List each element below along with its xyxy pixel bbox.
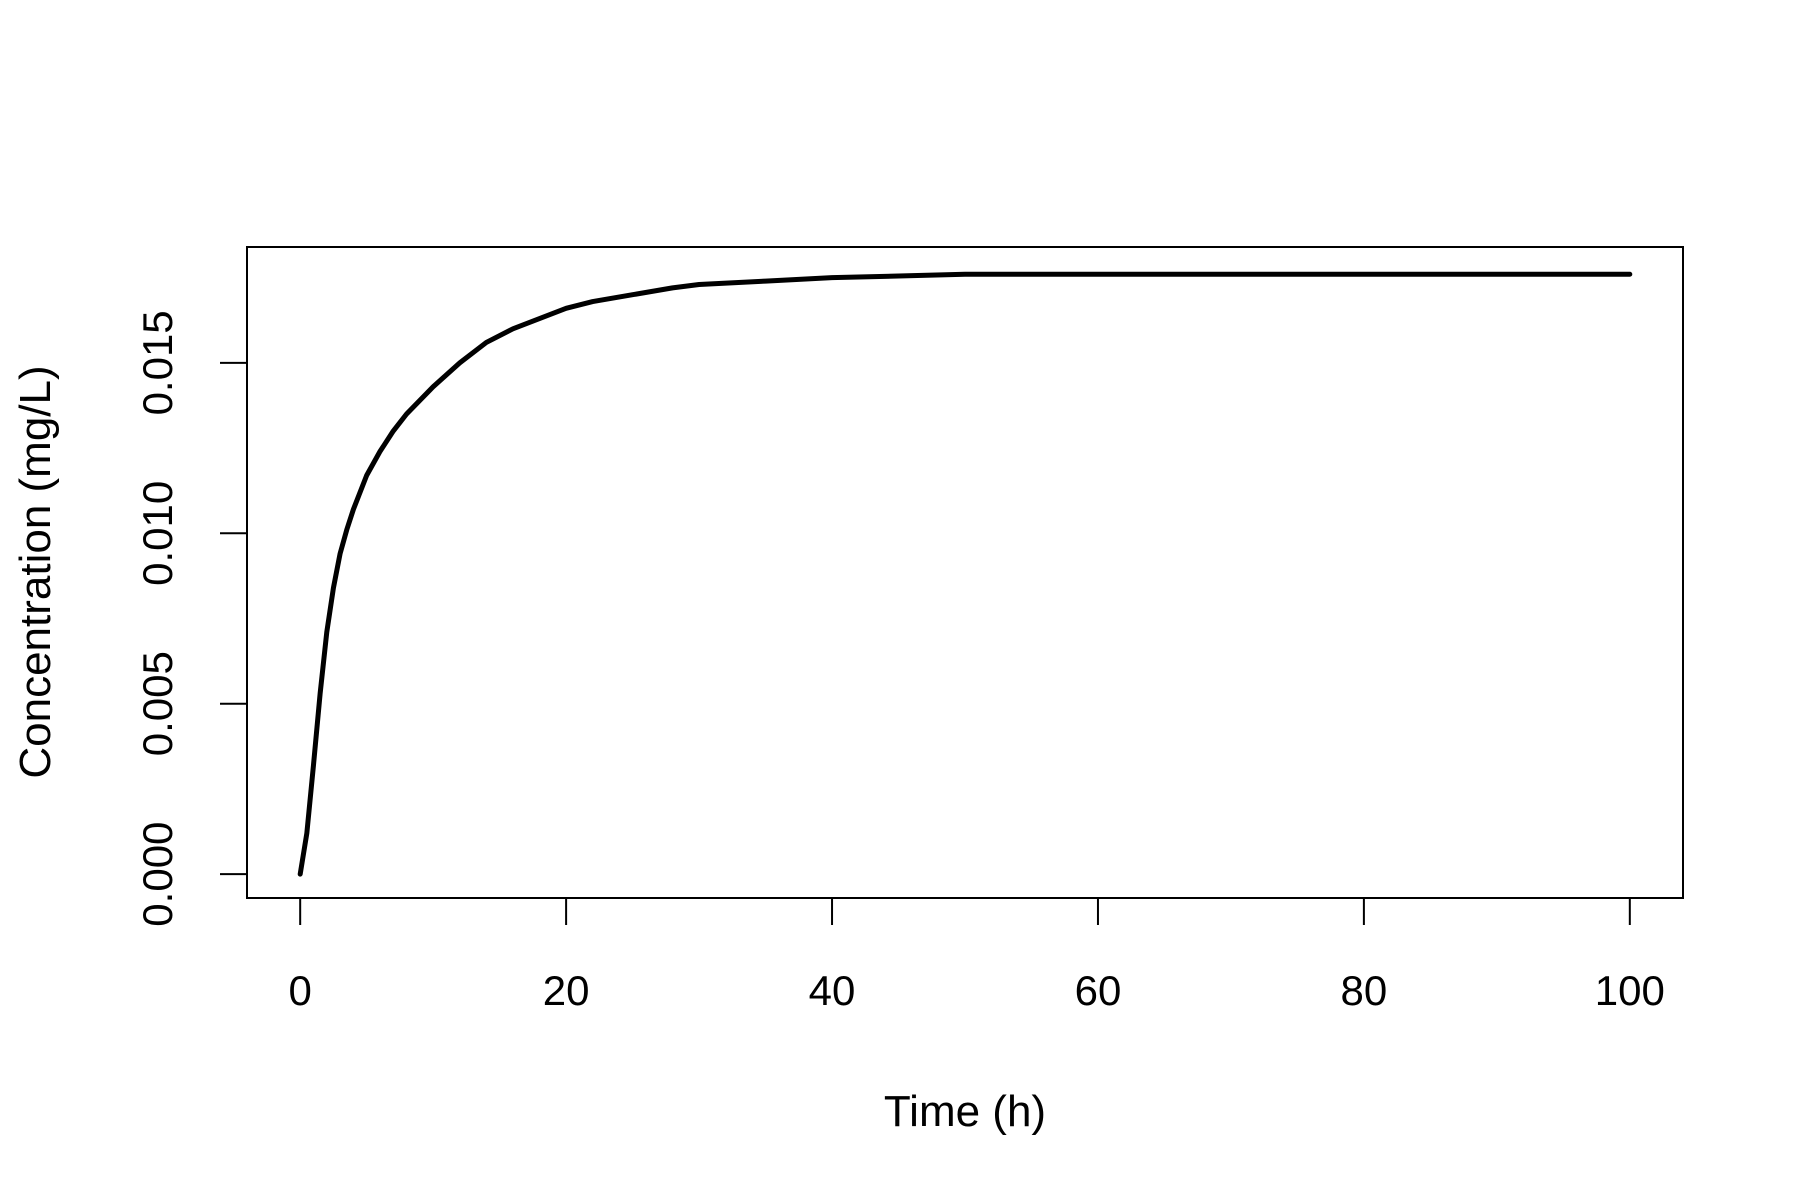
y-tick-label: 0.005	[134, 651, 181, 756]
x-tick-label: 80	[1341, 967, 1388, 1014]
y-tick-label: 0.010	[134, 481, 181, 586]
y-axis-title: Concentration (mg/L)	[11, 365, 60, 778]
x-axis: 0 20 40 60 80 100	[289, 897, 1665, 1014]
y-tick-label: 0.015	[134, 310, 181, 415]
concentration-curve	[297, 271, 1633, 877]
x-tick-label: 20	[543, 967, 590, 1014]
x-tick-label: 0	[289, 967, 312, 1014]
x-axis-title: Time (h)	[884, 1087, 1046, 1136]
x-tick-label: 40	[809, 967, 856, 1014]
y-tick-label: 0.000	[134, 822, 181, 927]
y-axis: 0.000 0.005 0.010 0.015	[134, 310, 248, 927]
x-tick-label: 60	[1075, 967, 1122, 1014]
x-tick-label: 100	[1595, 967, 1665, 1014]
plot-frame	[246, 246, 1684, 899]
